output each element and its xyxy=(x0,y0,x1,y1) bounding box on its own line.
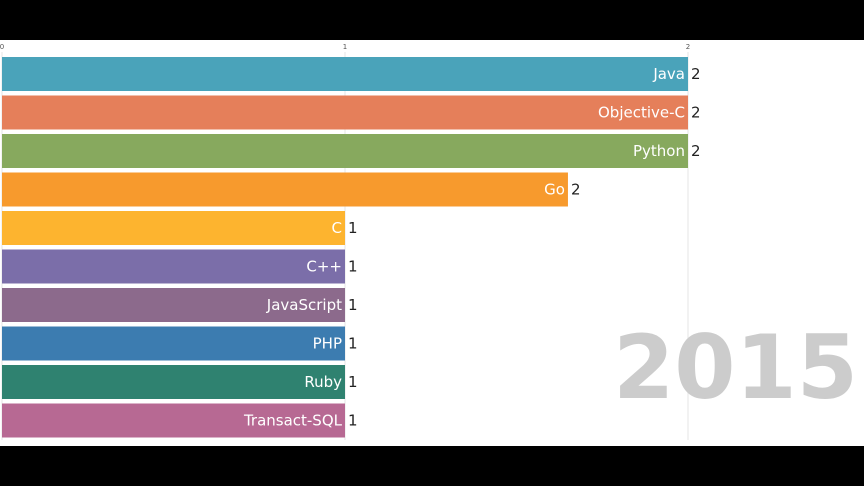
bar xyxy=(2,172,568,207)
bar xyxy=(2,134,688,168)
x-tick-label: 1 xyxy=(343,43,347,51)
bar-category-label: JavaScript xyxy=(266,296,342,314)
bar xyxy=(2,403,345,438)
bar-category-label: C++ xyxy=(306,258,342,276)
x-tick-label: 0 xyxy=(0,43,4,51)
x-axis-ticks: 0 1 2 xyxy=(0,43,690,51)
bar-value-label: 1 xyxy=(348,335,358,353)
bar-value-label: 2 xyxy=(691,104,701,122)
bar-value-label: 2 xyxy=(691,142,701,160)
bar xyxy=(2,211,345,245)
year-label: 2015 xyxy=(613,316,858,419)
bar-category-label: Objective-C xyxy=(598,104,685,122)
bar xyxy=(2,288,345,322)
bar-value-label: 2 xyxy=(571,181,581,199)
bar-value-label: 2 xyxy=(691,65,701,83)
bar xyxy=(2,95,688,130)
x-tick-label: 2 xyxy=(686,43,690,51)
bar-value-label: 1 xyxy=(348,296,358,314)
bar-category-label: Java xyxy=(652,65,685,83)
bar-category-label: Ruby xyxy=(304,373,342,391)
bar-value-label: 1 xyxy=(348,373,358,391)
bar-category-label: Transact-SQL xyxy=(243,412,343,430)
bar xyxy=(2,249,345,284)
bar-category-label: Go xyxy=(544,181,565,199)
bar-value-label: 1 xyxy=(348,219,358,237)
bar-category-label: PHP xyxy=(313,335,342,353)
bar xyxy=(2,326,345,361)
bar xyxy=(2,365,345,399)
bar-value-label: 1 xyxy=(348,412,358,430)
bar-category-label: C xyxy=(332,219,342,237)
bar-value-label: 1 xyxy=(348,258,358,276)
bar xyxy=(2,57,688,91)
bar-category-label: Python xyxy=(633,142,685,160)
